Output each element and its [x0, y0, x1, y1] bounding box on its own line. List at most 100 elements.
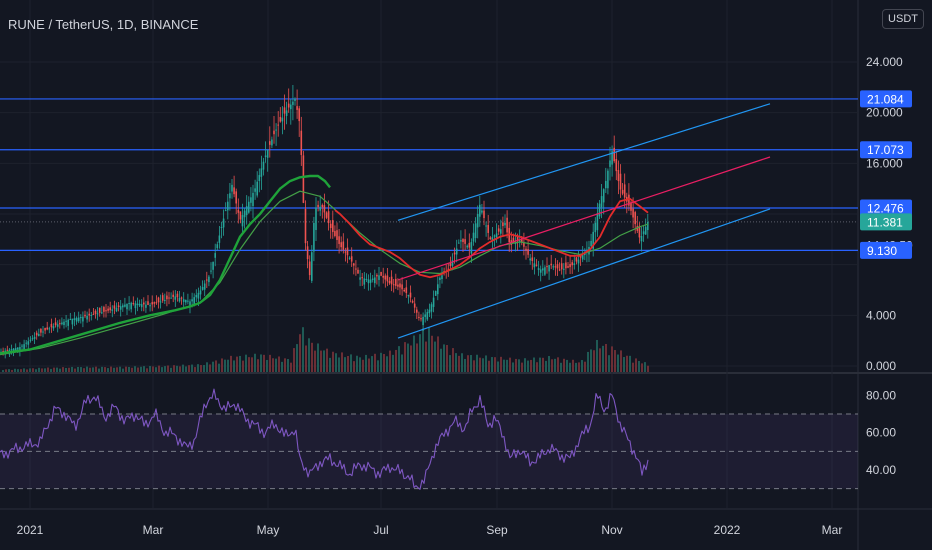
volume-bar: [221, 358, 223, 372]
candle-body: [560, 263, 563, 270]
volume-bar: [281, 361, 283, 372]
volume-bar: [110, 366, 112, 372]
volume-bar: [476, 354, 478, 372]
volume-bar: [296, 344, 298, 372]
level-price-tag: [860, 90, 912, 108]
candle-body: [248, 201, 250, 213]
candle-body: [367, 279, 370, 284]
volume-bar: [605, 343, 607, 372]
volume-bar: [59, 368, 61, 372]
currency-button[interactable]: USDT: [882, 9, 924, 29]
volume-bar: [56, 367, 58, 372]
volume-bar: [131, 367, 133, 372]
volume-bar: [116, 367, 118, 372]
candle-body: [119, 306, 122, 310]
volume-bar: [128, 366, 130, 372]
volume-bar: [284, 358, 286, 372]
ma-fast-line: [334, 197, 649, 279]
candle-body: [161, 295, 164, 301]
candle-body: [497, 228, 500, 232]
volume-bar: [563, 358, 565, 372]
candle-body: [35, 332, 38, 336]
candle-body: [134, 303, 137, 309]
candle-body: [42, 331, 44, 333]
volume-bar: [557, 357, 559, 372]
candle-body: [544, 267, 546, 275]
candle-body: [359, 277, 361, 280]
candle-body: [311, 252, 313, 281]
volume-bar: [590, 349, 592, 372]
candle-body: [590, 240, 592, 247]
volume-bar: [593, 350, 595, 372]
volume-bar: [473, 360, 475, 372]
volume-bar: [17, 369, 19, 372]
volume-bar: [413, 335, 415, 372]
volume-bar: [347, 355, 349, 372]
channel-lower-line: [397, 208, 771, 339]
volume-bar: [5, 369, 7, 372]
candle-body: [285, 110, 288, 116]
candle-body: [581, 254, 584, 260]
candle-body: [136, 303, 139, 306]
candle-body: [634, 212, 636, 225]
candle-body: [502, 222, 504, 227]
volume-bar: [194, 367, 196, 372]
candle-body: [71, 318, 74, 325]
volume-bar: [89, 367, 91, 372]
candle-body: [48, 328, 51, 330]
volume-bar: [14, 368, 16, 372]
candle-body: [413, 303, 416, 308]
candle-body: [512, 237, 515, 244]
candle-body: [596, 213, 599, 231]
volume-bar: [410, 345, 412, 372]
candle-body: [642, 231, 645, 235]
volume-bar: [533, 357, 535, 372]
candle-body: [17, 347, 19, 350]
candle-body: [302, 155, 305, 203]
volume-bar: [161, 367, 163, 372]
candle-body: [451, 260, 454, 266]
candle-body: [407, 294, 410, 297]
level-price-tag: [860, 141, 912, 159]
volume-bar: [92, 367, 94, 372]
volume-bar: [275, 358, 277, 372]
candle-body: [516, 235, 519, 241]
candle-body: [346, 247, 349, 256]
volume-bar: [377, 360, 379, 372]
candle-body: [132, 303, 135, 305]
candle-body: [210, 270, 212, 272]
volume-bar: [350, 354, 352, 372]
candle-body: [405, 287, 408, 294]
volume-bar: [488, 360, 490, 372]
candle-body: [38, 333, 40, 336]
candle-body: [138, 303, 141, 306]
candle-body: [439, 277, 441, 280]
volume-bar: [545, 360, 547, 372]
candle-body: [638, 225, 641, 238]
candle-body: [550, 263, 552, 266]
candle-body: [44, 328, 46, 331]
candle-body: [275, 129, 277, 131]
volume-bar: [326, 348, 328, 372]
volume-bar: [641, 363, 643, 372]
volume-bar: [50, 368, 52, 372]
candle-body: [506, 217, 508, 233]
volume-bar: [338, 357, 340, 372]
candle-body: [80, 317, 82, 319]
channel-middle-line: [397, 156, 771, 281]
volume-bar: [65, 367, 67, 372]
candle-body: [434, 290, 437, 296]
candle-body: [500, 229, 502, 234]
volume-bar: [428, 327, 430, 372]
candle-body: [613, 147, 615, 162]
candle-body: [208, 276, 210, 283]
candle-body: [489, 237, 492, 240]
volume-bar: [158, 365, 160, 372]
candle-body: [145, 304, 147, 308]
volume-bar: [311, 342, 313, 372]
volume-bar: [11, 369, 13, 372]
candle-body: [567, 266, 569, 268]
candle-body: [535, 264, 538, 266]
candle-body: [539, 269, 542, 273]
